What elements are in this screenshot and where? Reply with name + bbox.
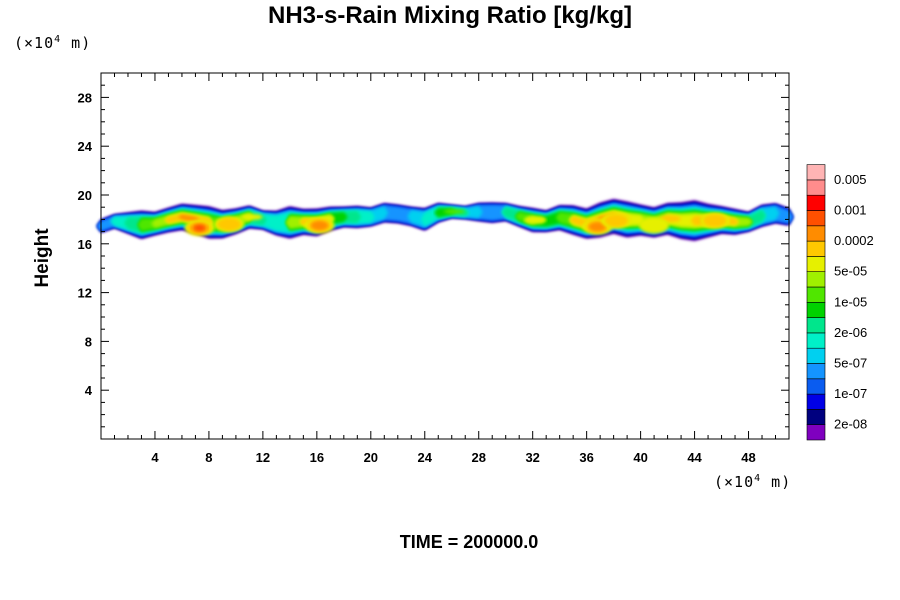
- colorbar-label: 1e-05: [834, 294, 867, 309]
- x-tick-label: 16: [310, 450, 324, 465]
- x-unit-suffix: m): [761, 473, 792, 491]
- x-unit-exponent: 4: [754, 473, 762, 484]
- colorbar-swatch-14: [806, 210, 826, 227]
- colorbar-swatch-8: [806, 301, 826, 318]
- cloud-core-0-level-14: [194, 225, 205, 231]
- x-tick-label: 44: [687, 450, 702, 465]
- colorbar-swatch-17: [806, 164, 826, 181]
- x-tick-label: 4: [151, 450, 159, 465]
- cloud-core-2-level-13: [310, 220, 329, 231]
- time-label: TIME = 200000.0: [399, 532, 539, 552]
- colorbar-label: 5e-07: [834, 356, 867, 371]
- y-unit-prefix: (×10: [14, 34, 55, 52]
- colorbar-label: 0.005: [834, 172, 867, 187]
- y-tick-label: 24: [78, 139, 93, 154]
- x-tick-label: 36: [579, 450, 593, 465]
- colorbar-label: 0.001: [834, 203, 867, 218]
- x-tick-label: 12: [256, 450, 270, 465]
- cloud-core-layer: [184, 212, 730, 236]
- contour-level-11: [523, 216, 547, 224]
- colorbar: 2e-08 1e-07 5e-07 2e-06 1e-05 5e-05 0.0002 0.00…: [806, 164, 874, 441]
- colorbar-swatch-1: [806, 409, 826, 425]
- x-tick-label: 32: [525, 450, 539, 465]
- x-axis-unit: (×104 m): [714, 473, 791, 491]
- x-tick-label: 48: [741, 450, 755, 465]
- y-axis-unit: (×104 m): [14, 34, 91, 52]
- cloud-core-3-level-13: [588, 222, 607, 232]
- colorbar-swatch-2: [806, 393, 826, 410]
- y-tick-label: 4: [85, 383, 93, 398]
- colorbar-label: 2e-08: [834, 417, 867, 432]
- colorbar-swatch-10: [806, 271, 826, 288]
- colorbar-swatch-3: [806, 378, 826, 395]
- colorbar-label: 2e-06: [834, 325, 867, 340]
- cloud-band-layer: [97, 199, 793, 241]
- plot-frame: [100, 72, 790, 440]
- cloud-core-5-level-12: [703, 214, 727, 227]
- x-tick-label: 40: [633, 450, 647, 465]
- x-unit-prefix: (×10: [714, 473, 755, 491]
- contour-level-9: [442, 208, 466, 215]
- cloud-core-6-level-11: [639, 217, 670, 234]
- colorbar-swatch-12: [806, 240, 826, 257]
- colorbar-swatch-4: [806, 363, 826, 380]
- colorbar-swatch-0: [806, 424, 826, 441]
- colorbar-swatch-13: [806, 225, 826, 242]
- colorbar-swatch-15: [806, 194, 826, 211]
- x-tick-label: 24: [418, 450, 433, 465]
- y-tick-label: 16: [78, 237, 92, 252]
- y-unit-suffix: m): [61, 34, 92, 52]
- colorbar-label: 1e-07: [834, 386, 867, 401]
- colorbar-label: 5e-05: [834, 264, 867, 279]
- cloud-core-4-level-12: [604, 214, 629, 227]
- contour-level-11: [240, 213, 264, 221]
- colorbar-swatch-5: [806, 347, 826, 364]
- y-tick-label: 12: [78, 286, 92, 301]
- x-tick-label: 28: [471, 450, 485, 465]
- y-tick-label: 20: [78, 188, 92, 203]
- colorbar-swatch-16: [806, 179, 826, 196]
- cloud-core-1-level-12: [217, 217, 241, 231]
- y-tick-label: 28: [78, 90, 92, 105]
- colorbar-swatch-11: [806, 256, 826, 272]
- chart-title: NH3-s-Rain Mixing Ratio [kg/kg]: [267, 2, 633, 29]
- colorbar-swatch-6: [806, 332, 826, 349]
- y-unit-exponent: 4: [54, 34, 62, 45]
- x-tick-label: 20: [364, 450, 378, 465]
- colorbar-swatch-9: [806, 286, 826, 303]
- x-tick-label: 8: [205, 450, 212, 465]
- colorbar-swatch-7: [806, 317, 826, 334]
- colorbar-label: 0.0002: [834, 233, 874, 248]
- contour-level-13: [177, 214, 200, 222]
- y-tick-label: 8: [85, 334, 92, 349]
